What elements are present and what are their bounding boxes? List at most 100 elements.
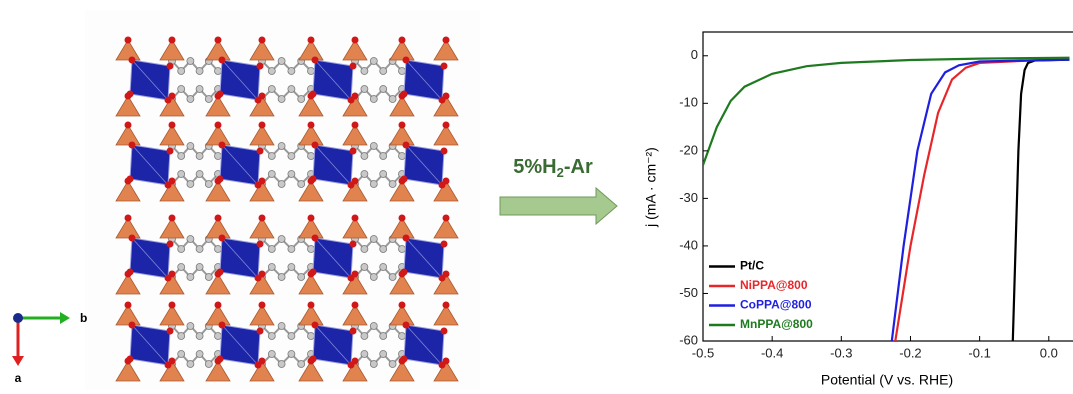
oxygen-atom	[352, 215, 359, 222]
oxygen-atom	[259, 122, 266, 129]
oxygen-atom	[352, 122, 359, 129]
axis-b-head	[60, 312, 70, 324]
figure: b a 5%H2-Ar Potential (V vs. RHE) j (mA …	[0, 0, 1073, 394]
oxygen-atom	[169, 37, 176, 44]
oxygen-atom	[167, 328, 174, 335]
carbon-atom	[187, 96, 194, 103]
oxygen-atom	[312, 322, 319, 329]
arrow-label-rest: -Ar	[564, 156, 593, 178]
x-tick-label: 0.0	[1040, 345, 1058, 360]
oxygen-atom	[129, 57, 136, 64]
oxygen-atom	[310, 176, 317, 183]
oxygen-atom	[259, 37, 266, 44]
carbon-atom	[187, 323, 194, 330]
x-axis-label: Potential (V vs. RHE)	[821, 372, 953, 388]
carbon-atom	[215, 246, 222, 253]
carbon-atom	[278, 143, 285, 150]
oxygen-atom	[308, 37, 315, 44]
x-tick-label: -0.2	[899, 345, 921, 360]
x-tick-label: -0.5	[692, 345, 714, 360]
x-tick-label: -0.3	[830, 345, 852, 360]
carbon-atom	[178, 246, 185, 253]
oxygen-atom	[129, 235, 136, 242]
oxygen-atom	[350, 148, 357, 155]
carbon-atom	[278, 323, 285, 330]
carbon-atom	[380, 246, 387, 253]
oxygen-atom	[129, 322, 136, 329]
oxygen-atom	[401, 269, 408, 276]
oxygen-atom	[255, 275, 262, 282]
oxygen-atom	[125, 302, 132, 309]
oxygen-atom	[165, 275, 172, 282]
oxygen-atom	[215, 37, 222, 44]
oxygen-atom	[257, 328, 264, 335]
y-tick-label: -40	[679, 237, 698, 252]
oxygen-atom	[310, 356, 317, 363]
carbon-atom	[178, 333, 185, 340]
oxygen-atom	[127, 176, 134, 183]
oxygen-atom	[255, 182, 262, 189]
oxygen-atom	[350, 328, 357, 335]
carbon-atom	[389, 96, 396, 103]
carbon-atom	[380, 333, 387, 340]
x-tick-label: -0.1	[968, 345, 990, 360]
carbon-atom	[268, 264, 275, 271]
oxygen-atom	[443, 302, 450, 309]
axis-c-dot	[13, 313, 23, 323]
oxygen-atom	[259, 215, 266, 222]
carbon-atom	[187, 58, 194, 65]
carbon-atom	[361, 171, 368, 178]
y-axis-label: j (mA · cm⁻²)	[643, 147, 659, 228]
oxygen-atom	[219, 322, 226, 329]
y-tick-label: -10	[679, 95, 698, 110]
oxygen-atom	[310, 91, 317, 98]
oxygen-atom	[308, 122, 315, 129]
y-tick-label: 0	[691, 47, 698, 62]
carbon-atom	[298, 181, 305, 188]
carbon-atom	[361, 246, 368, 253]
y-tick-label: -20	[679, 142, 698, 157]
oxygen-atom	[403, 235, 410, 242]
arrow-label-main: 5%H	[513, 156, 556, 178]
carbon-atom	[370, 361, 377, 368]
y-tick-label: -30	[679, 190, 698, 205]
oxygen-atom	[403, 142, 410, 149]
carbon-atom	[278, 96, 285, 103]
oxygen-atom	[312, 235, 319, 242]
carbon-atom	[196, 68, 203, 75]
oxygen-atom	[255, 362, 262, 369]
oxygen-atom	[257, 63, 264, 70]
oxygen-atom	[348, 182, 355, 189]
oxygen-atom	[255, 97, 262, 104]
oxygen-atom	[215, 215, 222, 222]
oxygen-atom	[219, 235, 226, 242]
oxygen-atom	[219, 57, 226, 64]
oxygen-atom	[217, 356, 224, 363]
carbon-atom	[178, 264, 185, 271]
oxygen-atom	[403, 322, 410, 329]
carbon-atom	[187, 181, 194, 188]
carbon-atom	[187, 236, 194, 243]
carbon-atom	[298, 361, 305, 368]
carbon-atom	[399, 246, 406, 253]
oxygen-atom	[399, 215, 406, 222]
carbon-atom	[308, 246, 315, 253]
oxygen-atom	[352, 302, 359, 309]
carbon-atom	[361, 153, 368, 160]
carbon-atom	[205, 361, 212, 368]
carbon-atom	[278, 236, 285, 243]
carbon-atom	[215, 333, 222, 340]
carbon-atom	[288, 246, 295, 253]
legend-label: CoPPA@800	[740, 298, 812, 312]
oxygen-atom	[310, 269, 317, 276]
carbon-atom	[187, 143, 194, 150]
carbon-atom	[288, 153, 295, 160]
carbon-atom	[308, 68, 315, 75]
carbon-atom	[278, 274, 285, 281]
carbon-atom	[370, 181, 377, 188]
carbon-atom	[278, 361, 285, 368]
carbon-atom	[278, 181, 285, 188]
oxygen-atom	[439, 362, 446, 369]
oxygen-atom	[401, 176, 408, 183]
oxygen-atom	[165, 182, 172, 189]
